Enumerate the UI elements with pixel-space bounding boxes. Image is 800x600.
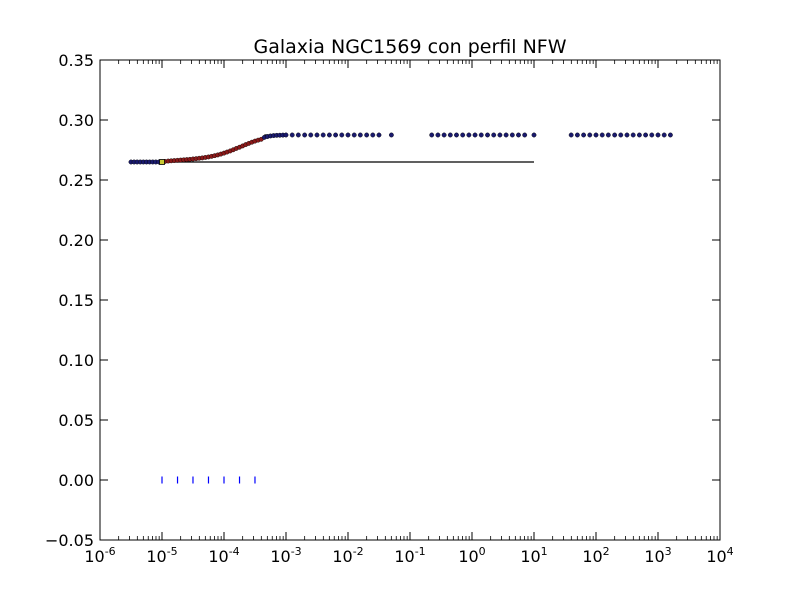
series-2-point [364,132,370,138]
x-tick-label: 10-5 [146,545,177,566]
series-4-point [605,132,611,138]
series-3-point [435,132,441,138]
x-tick-label: 10-1 [394,545,425,566]
series-2-point [370,132,376,138]
series-3-point [503,132,509,138]
series-3-point [429,132,435,138]
plot-frame [99,59,721,541]
series-7-marker [159,159,165,165]
series-3-point [522,132,528,138]
x-tick-label: 104 [706,545,733,566]
series-2-point [308,132,314,138]
y-tick-label: 0.15 [58,291,94,310]
series-2-point [326,132,332,138]
series-4-point [630,132,636,138]
series-2-point [289,132,295,138]
series-3-point [460,132,466,138]
y-tick-label: 0.20 [58,231,94,250]
y-tick-label: −0.05 [45,531,94,550]
series-4-point [612,132,618,138]
series-2-point [283,132,289,138]
plot-marks [128,132,673,484]
x-tick-label: 10-6 [84,545,115,566]
series-3-point [447,132,453,138]
series-4-point [636,132,642,138]
series-4-point [593,132,599,138]
series-4-point [618,132,624,138]
series-3-point [497,132,503,138]
series-3-point [491,132,497,138]
series-4-point [599,132,605,138]
x-tick-label: 10-2 [332,545,363,566]
series-4-point [581,132,587,138]
chart-title: Galaxia NGC1569 con perfil NFW [253,36,566,58]
x-tick-label: 103 [644,545,671,566]
series-3-point [531,132,537,138]
x-tick-label: 10-4 [208,545,239,566]
series-2-point [339,132,345,138]
series-2-point [357,132,363,138]
y-tick-label: 0.05 [58,411,94,430]
series-2-point [320,132,326,138]
x-tick-label: 100 [458,545,485,566]
series-4-point [643,132,649,138]
y-tick-label: 0.35 [58,51,94,70]
series-2-point [345,132,351,138]
series-2-point [314,132,320,138]
series-2-point [302,132,308,138]
series-2-point [351,132,357,138]
series-4-point [655,132,661,138]
y-tick-label: 0.25 [58,171,94,190]
series-2-point [333,132,339,138]
series-4-point [661,132,667,138]
series-3-point [466,132,472,138]
series-3-point [441,132,447,138]
series-4-point [668,132,673,138]
series-3-point [485,132,490,138]
x-tick-label: 102 [582,545,609,566]
x-tick-label: 101 [520,545,547,566]
y-tick-label: 0.30 [58,111,94,130]
y-tick-label: 0.10 [58,351,94,370]
series-4-point [649,132,655,138]
series-4-point [624,132,630,138]
series-3-point [472,132,478,138]
series-2-point [295,132,301,138]
x-tick-label: 10-3 [270,545,301,566]
series-3-point [454,132,459,138]
series-2-point [376,132,382,138]
series-4-point [587,132,593,138]
plot-axes: 10-6 10-5 10-4 10-3 10-2 10-1 100 101 102 103 104 −… [45,51,734,566]
series-3-point [509,132,515,138]
series-2-point [388,132,394,138]
y-tick-label: 0.00 [58,471,94,490]
series-4-point [574,132,580,138]
series-3-point [478,132,484,138]
series-3-point [516,132,521,138]
series-4-point [568,132,574,138]
